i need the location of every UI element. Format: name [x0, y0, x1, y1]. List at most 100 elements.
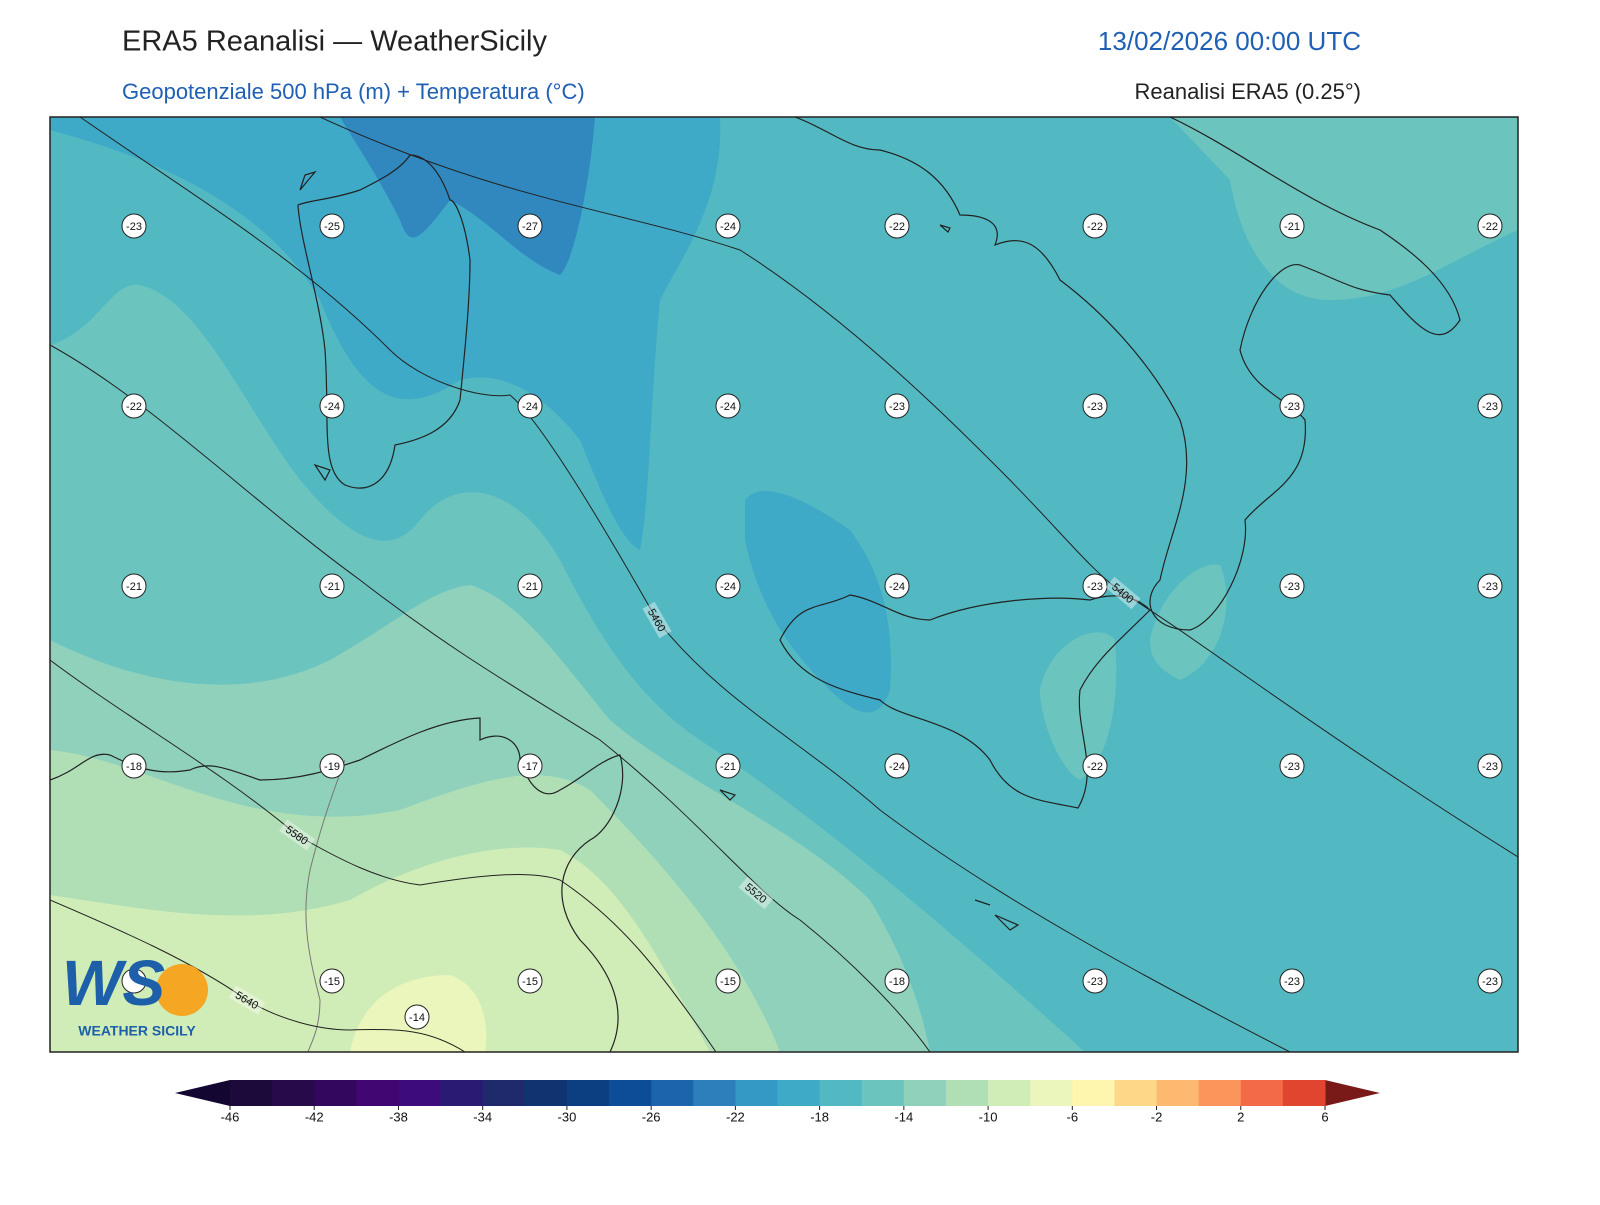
colorbar-tick-label: -18	[810, 1109, 829, 1124]
colorbar-segment	[230, 1080, 273, 1106]
valid-time: 13/02/2026 00:00 UTC	[1098, 26, 1361, 56]
colorbar-segment	[482, 1080, 526, 1106]
station-marker	[1082, 213, 1108, 239]
station-marker	[319, 573, 345, 599]
contour-label-bg	[738, 876, 774, 910]
temperature-label: -23	[1284, 581, 1300, 593]
station-marker	[121, 573, 147, 599]
station-marker	[884, 753, 910, 779]
colorbar-segment	[1240, 1080, 1284, 1106]
temperature-label: -17	[522, 761, 538, 773]
station-marker	[1477, 968, 1503, 994]
colorbar-segment	[356, 1080, 399, 1106]
colorbar-segment	[398, 1080, 442, 1106]
temperature-label: -22	[1087, 221, 1103, 233]
station-marker	[319, 393, 345, 419]
temperature-label: -23	[1087, 976, 1103, 988]
colorbar-over	[1325, 1080, 1380, 1106]
station-marker	[1477, 213, 1503, 239]
contour	[50, 659, 717, 1052]
source: Reanalisi ERA5 (0.25°)	[1135, 79, 1361, 104]
colorbar-segment	[819, 1080, 863, 1106]
station-marker	[121, 968, 147, 994]
station-marker	[121, 393, 147, 419]
temperature-label: -15	[720, 976, 736, 988]
coastline	[50, 717, 624, 1052]
contour	[79, 117, 1291, 1052]
station-marker	[1082, 393, 1108, 419]
contour-label-bg	[279, 819, 315, 851]
coastline	[779, 594, 1151, 809]
temperature-label: -27	[522, 221, 538, 233]
temperature-label: -23	[1482, 976, 1498, 988]
temperature-label: -21	[522, 581, 538, 593]
temperature-label: -24	[720, 401, 736, 413]
temperature-label: -24	[324, 401, 340, 413]
station-marker	[1279, 968, 1305, 994]
temperature-label: -23	[1087, 581, 1103, 593]
logo-sun	[156, 964, 208, 1016]
colorbar-segment	[524, 1080, 568, 1106]
station-marker	[884, 573, 910, 599]
field	[50, 847, 710, 1052]
temperature-label: -22	[1087, 761, 1103, 773]
temperature-label: -23	[1284, 761, 1300, 773]
temperature-label: -15	[324, 976, 340, 988]
colorbar: -46 -42 -38 -34 -30 -26 -22 -18 -14 -10 -6 -2 2 6	[175, 1080, 1380, 1124]
colorbar-segment	[272, 1080, 315, 1106]
temperature-label: -22	[1482, 221, 1498, 233]
station-marker	[517, 753, 543, 779]
colorbar-tick-label: -30	[558, 1109, 577, 1124]
colorbar-segment	[903, 1080, 947, 1106]
temperature-label: -21	[1284, 221, 1300, 233]
colorbar-tick-label: -34	[473, 1109, 492, 1124]
temperature-label: -19	[324, 761, 340, 773]
station-marker	[319, 753, 345, 779]
logo-initials: WS	[62, 947, 165, 1019]
temperature-label: -23	[1482, 401, 1498, 413]
station-marker	[517, 393, 543, 419]
colorbar-tick-label: -10	[979, 1109, 998, 1124]
temperature-label: -24	[889, 581, 905, 593]
temperature-label: -18	[126, 761, 142, 773]
colorbar-segment	[314, 1080, 357, 1106]
subtitle: Geopotenziale 500 hPa (m) + Temperatura …	[122, 79, 585, 104]
coastline	[299, 170, 1020, 931]
station-marker	[1279, 213, 1305, 239]
station-marker	[715, 753, 741, 779]
station-marker	[884, 393, 910, 419]
colorbar-segment	[566, 1080, 610, 1106]
temperature-label: -23	[1284, 401, 1300, 413]
colorbar-under	[175, 1080, 230, 1106]
colorbar-segment	[1030, 1080, 1073, 1106]
colorbar-segment	[651, 1080, 694, 1106]
station-marker	[1279, 753, 1305, 779]
station-marker	[1082, 753, 1108, 779]
temperature-label: -23	[1087, 401, 1103, 413]
temperature-label: -22	[126, 401, 142, 413]
colorbar-segment	[609, 1080, 652, 1106]
station-marker	[121, 753, 147, 779]
station-marker	[517, 573, 543, 599]
colorbar-segment	[1198, 1080, 1242, 1106]
colorbar-segment	[1072, 1080, 1115, 1106]
colorbar-tick-label: -14	[894, 1109, 913, 1124]
station-marker	[319, 968, 345, 994]
station-marker	[517, 213, 543, 239]
colorbar-tick-label: -26	[642, 1109, 661, 1124]
temperature-label: -24	[889, 761, 905, 773]
temperature-label: -21	[324, 581, 340, 593]
temperature-label: -14	[409, 1012, 425, 1024]
colorbar-segment	[693, 1080, 736, 1106]
station-marker	[404, 1004, 430, 1030]
title: ERA5 Reanalisi — WeatherSicily	[122, 26, 547, 58]
coastline	[297, 154, 471, 489]
temperature-label: -23	[1284, 976, 1300, 988]
station-marker	[715, 393, 741, 419]
temperature-label: -22	[889, 221, 905, 233]
contour	[319, 117, 1518, 858]
contour-label-bg	[642, 601, 672, 639]
station-marker	[1477, 573, 1503, 599]
temperature-label: -24	[720, 221, 736, 233]
